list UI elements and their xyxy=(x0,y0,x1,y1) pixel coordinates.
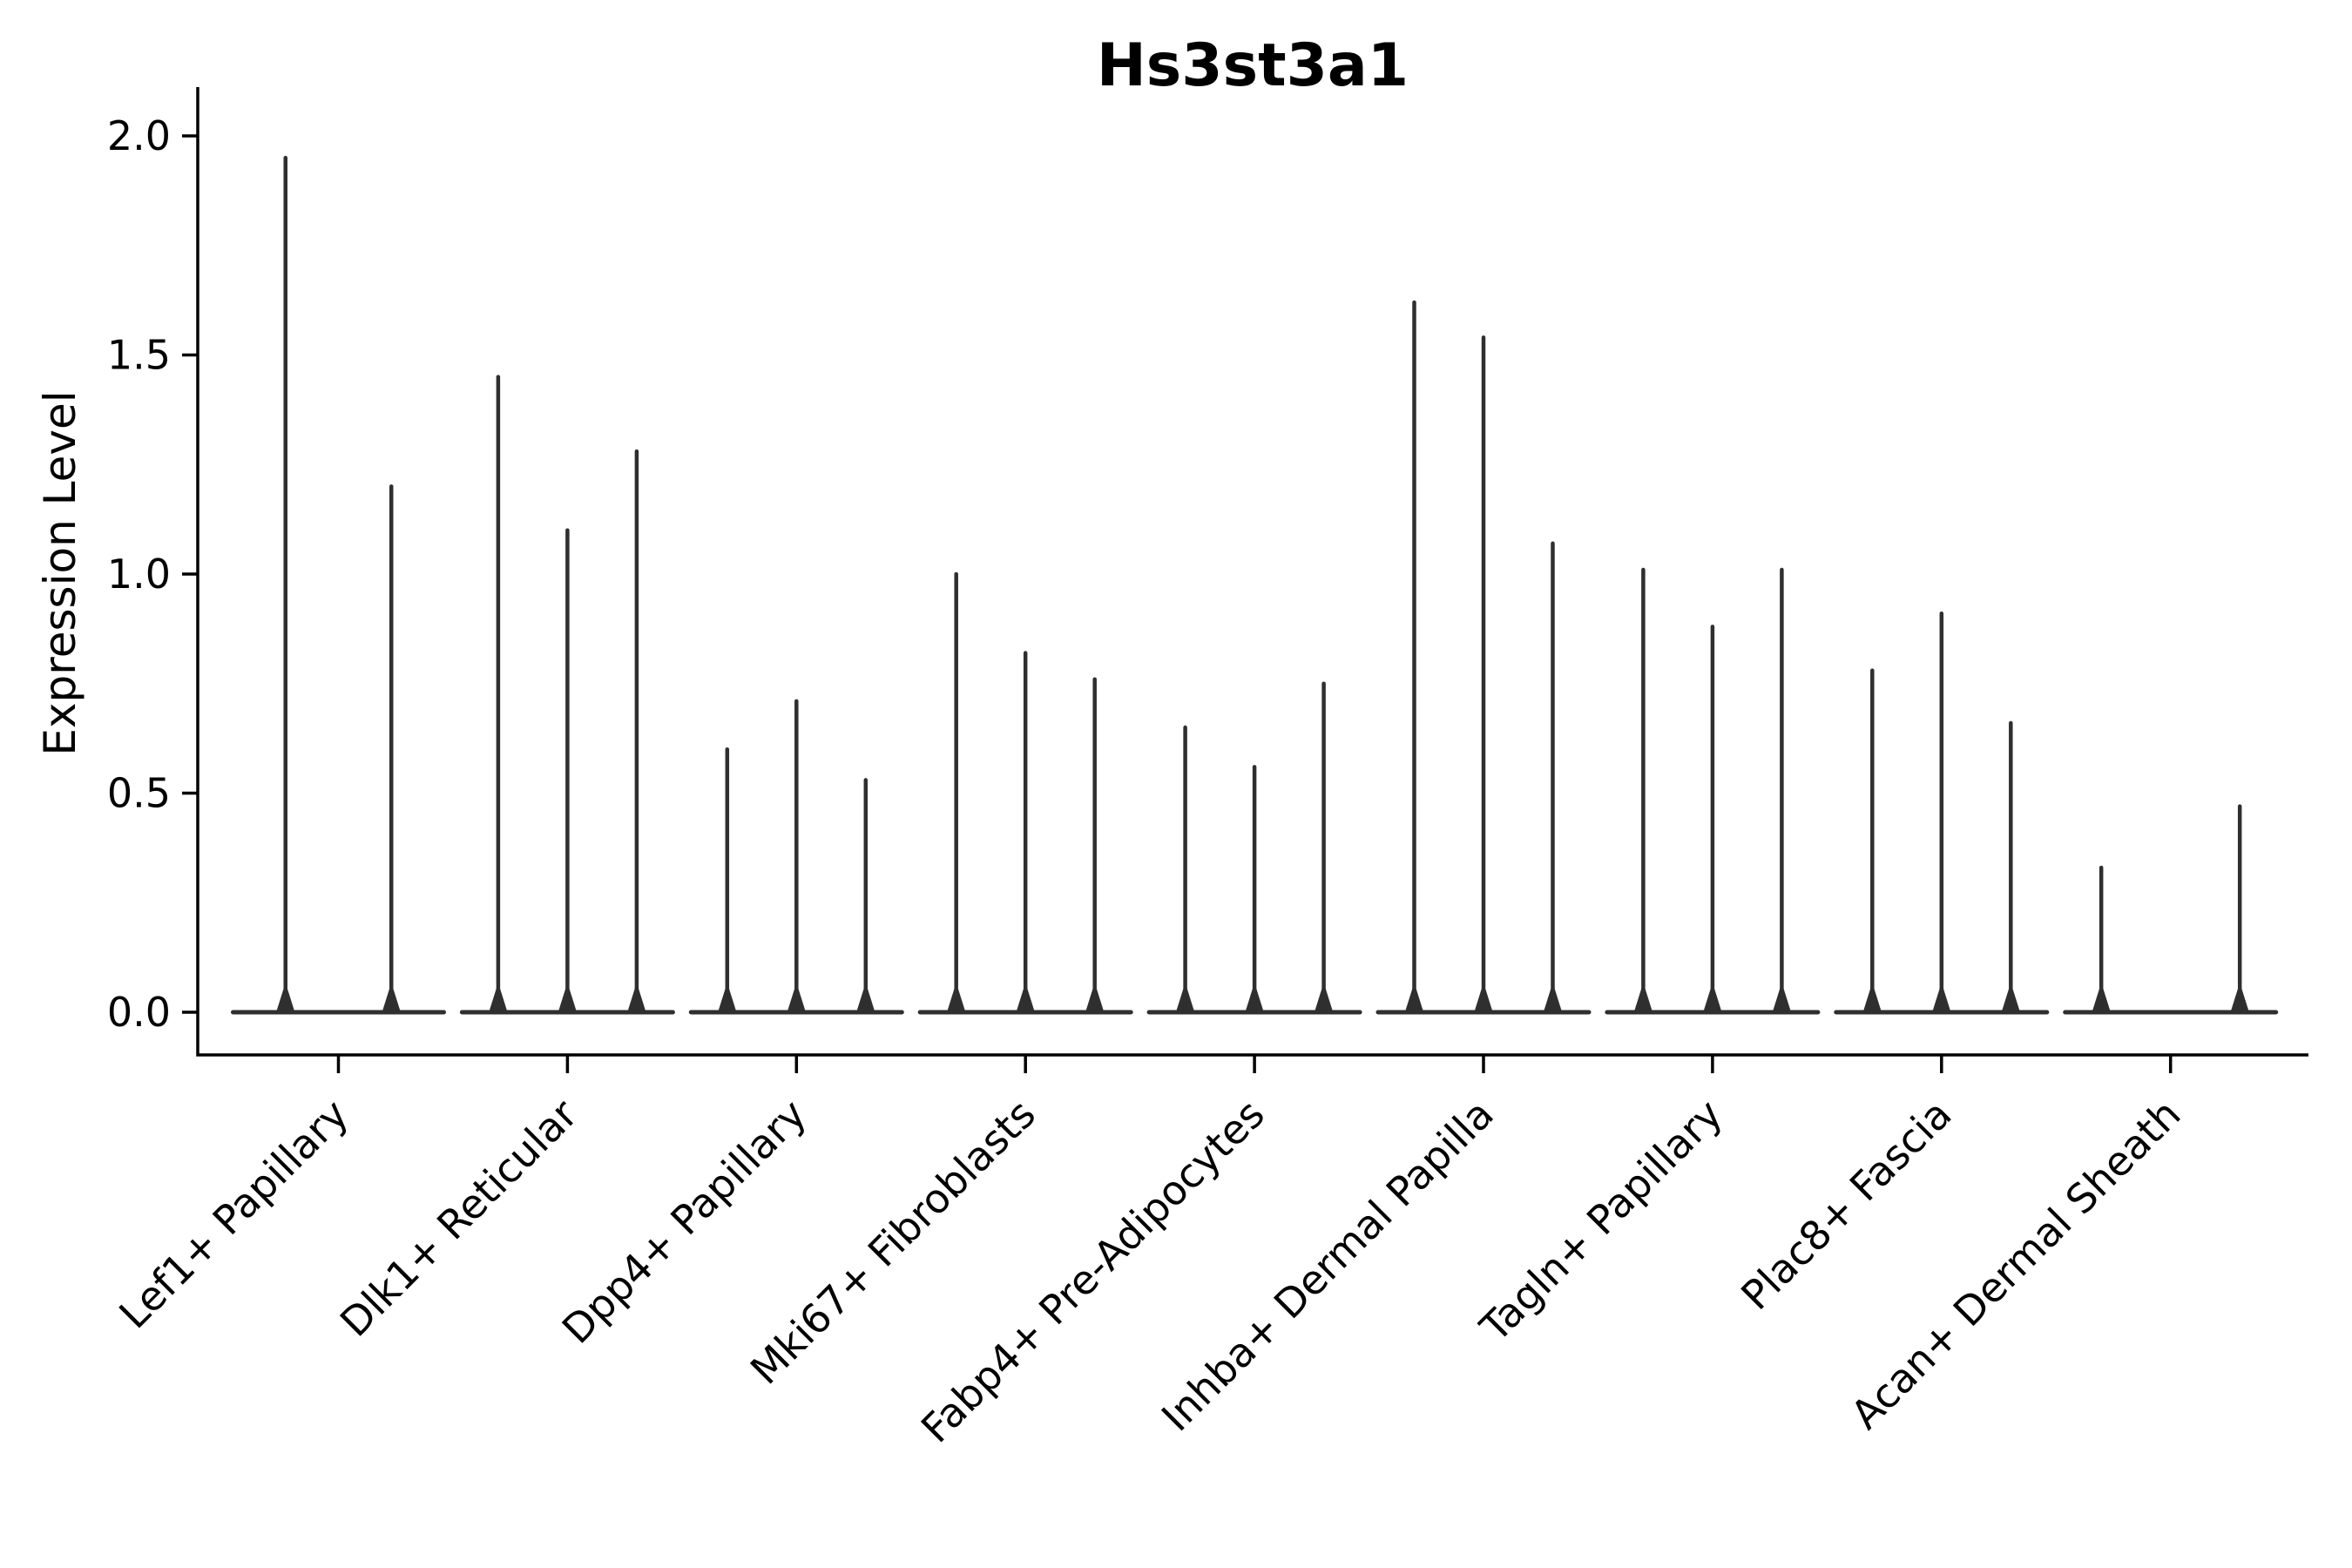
y-tick-label: 1.5 xyxy=(107,332,171,379)
x-tick-label: Lef1+ Papillary xyxy=(110,1091,357,1338)
violins xyxy=(231,155,2279,1015)
axes xyxy=(182,87,2308,1073)
axis-spines xyxy=(196,87,2308,1057)
x-tick-label: Plac8+ Fascia xyxy=(1732,1091,1960,1319)
x-tick-label: Dlk1+ Reticular xyxy=(331,1091,586,1346)
chart-title: Hs3st3a1 xyxy=(1097,31,1409,100)
y-tick-label: 1.0 xyxy=(107,551,171,598)
y-axis-label: Expression Level xyxy=(35,390,85,755)
x-tick-label: Dpp4+ Papillary xyxy=(553,1091,815,1353)
x-tick-label: Tagln+ Papillary xyxy=(1470,1091,1732,1352)
y-tick-label: 0.5 xyxy=(107,770,171,817)
y-tick-label: 0.0 xyxy=(107,989,171,1036)
y-tick-label: 2.0 xyxy=(107,112,171,159)
